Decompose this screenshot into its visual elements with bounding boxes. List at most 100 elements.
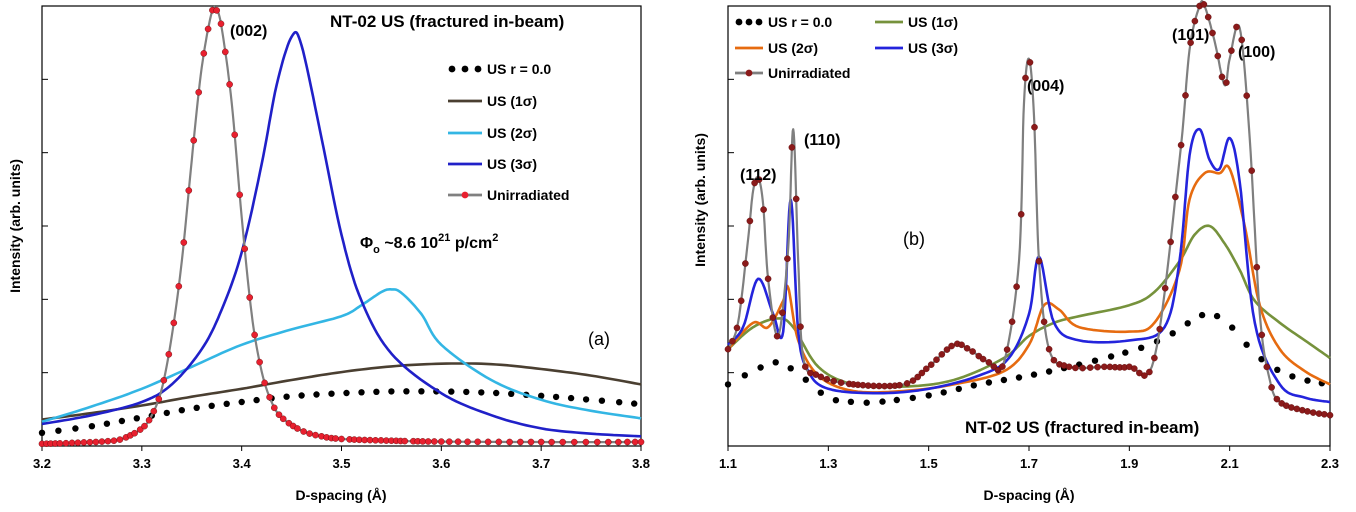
data-marker — [165, 350, 173, 358]
data-point — [223, 400, 230, 407]
data-point — [463, 388, 470, 396]
x-tick-label-a: 3.6 — [432, 456, 450, 471]
data-marker — [1304, 408, 1311, 415]
x-tick-label-b: 2.3 — [1321, 456, 1339, 471]
data-marker — [226, 81, 233, 88]
peak-label-110: (110) — [804, 132, 840, 149]
legend-swatch — [448, 65, 456, 73]
legend-swatch — [474, 65, 482, 73]
data-point — [373, 388, 380, 395]
data-marker — [624, 438, 631, 446]
legend-label: US (1σ) — [487, 93, 537, 109]
series-group-a — [38, 5, 645, 448]
series-group-b — [724, 0, 1334, 419]
fluence-rest: ~8.6 10 — [380, 235, 438, 252]
data-point — [1304, 377, 1311, 384]
data-marker — [1101, 363, 1108, 371]
data-marker — [116, 436, 124, 443]
data-marker — [150, 407, 158, 415]
data-marker — [74, 439, 82, 447]
data-marker — [943, 346, 951, 353]
data-marker — [110, 437, 118, 445]
data-marker — [279, 415, 287, 423]
data-marker — [1040, 318, 1048, 326]
data-marker — [213, 7, 220, 14]
data-point — [1229, 324, 1236, 331]
data-marker — [875, 382, 883, 390]
data-marker — [1141, 372, 1148, 379]
data-marker — [1013, 283, 1020, 291]
data-marker — [98, 438, 106, 445]
data-point — [970, 382, 977, 389]
x-tick-label-a: 3.7 — [532, 456, 550, 471]
data-marker — [204, 25, 212, 33]
data-marker — [938, 351, 946, 358]
data-point — [1289, 373, 1296, 380]
data-marker — [221, 48, 229, 56]
data-marker — [927, 361, 935, 369]
data-point — [133, 415, 140, 422]
data-marker — [605, 438, 612, 446]
data-point — [940, 389, 947, 396]
legend-item: US (1σ) — [875, 14, 958, 30]
legend-item: US r = 0.0 — [735, 14, 832, 30]
data-marker — [1035, 257, 1043, 265]
legend-item: Unirradiated — [735, 65, 850, 81]
data-marker — [559, 438, 567, 446]
data-point — [832, 397, 840, 404]
data-marker — [1326, 411, 1334, 419]
data-point — [103, 420, 111, 427]
data-marker — [131, 429, 138, 437]
data-marker — [104, 437, 112, 445]
data-marker — [1223, 79, 1230, 86]
legend-item: US (3σ) — [448, 156, 537, 172]
x-tick-label-a: 3.3 — [133, 456, 151, 471]
data-point — [313, 391, 320, 398]
data-marker — [746, 217, 754, 225]
data-marker — [985, 359, 993, 366]
data-marker — [979, 355, 987, 363]
x-tick-label-b: 1.3 — [819, 456, 837, 471]
data-point — [38, 429, 46, 436]
data-marker — [236, 191, 243, 199]
x-tick-label-a: 3.8 — [632, 456, 650, 471]
peak-label-100: (100) — [1238, 44, 1275, 61]
data-marker — [424, 438, 432, 445]
data-marker — [484, 438, 492, 446]
data-point — [72, 425, 79, 432]
data-marker — [1309, 409, 1317, 416]
data-marker — [80, 439, 88, 446]
data-point — [616, 399, 623, 406]
series-line — [727, 0, 1331, 417]
data-point — [493, 389, 500, 397]
data-marker — [729, 337, 736, 345]
data-marker — [1094, 363, 1101, 371]
legend-label: US (2σ) — [768, 40, 818, 56]
data-marker — [200, 50, 208, 57]
data-point — [955, 385, 962, 393]
data-marker — [1026, 59, 1034, 66]
data-marker — [1238, 36, 1245, 44]
data-marker — [994, 366, 1002, 374]
data-marker — [755, 176, 763, 183]
data-marker — [999, 363, 1006, 370]
data-point — [772, 359, 779, 366]
data-marker — [742, 260, 749, 267]
data-marker — [548, 438, 555, 446]
fluence-sub: o — [373, 244, 380, 256]
data-marker — [1273, 395, 1281, 403]
data-marker — [401, 437, 409, 445]
data-marker — [823, 375, 831, 383]
legend-swatch — [461, 65, 469, 73]
data-marker — [1268, 384, 1275, 391]
data-marker — [918, 369, 926, 377]
data-point — [1169, 330, 1176, 337]
data-marker — [1258, 331, 1266, 339]
x-ticks-b: 1.1 1.3 1.5 1.7 1.9 2.1 2.3 — [719, 446, 1339, 471]
data-marker — [1008, 318, 1016, 326]
data-marker — [914, 373, 922, 381]
data-marker — [1131, 365, 1138, 372]
data-point — [757, 364, 764, 371]
panel-label-a: (a) — [588, 329, 610, 349]
